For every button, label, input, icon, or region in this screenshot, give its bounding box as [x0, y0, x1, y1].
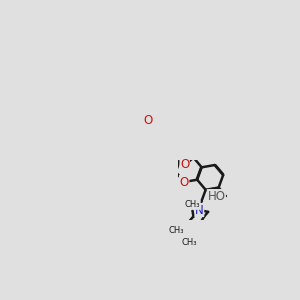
Text: CH₃: CH₃: [185, 200, 200, 209]
Text: HO: HO: [207, 190, 225, 202]
Text: CH₃: CH₃: [169, 226, 184, 235]
Text: O: O: [180, 158, 189, 171]
Text: O: O: [180, 176, 189, 188]
Text: N: N: [195, 204, 204, 217]
Text: O: O: [143, 114, 152, 127]
Text: CH₃: CH₃: [182, 238, 197, 247]
